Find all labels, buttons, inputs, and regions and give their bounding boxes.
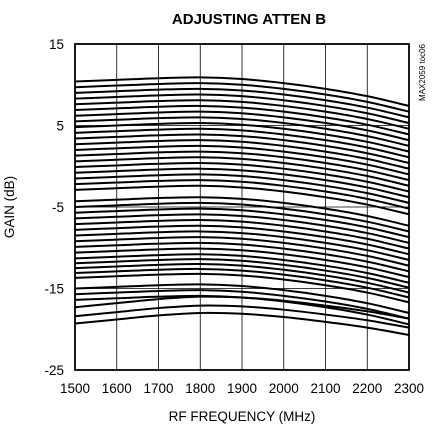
x-tick-label: 2000 — [269, 381, 299, 396]
gain-curves — [74, 76, 410, 336]
gain-curve-33 — [74, 263, 410, 294]
gain-curve-6 — [74, 104, 410, 136]
gain-curve-13 — [74, 144, 410, 176]
gain-curve-34 — [74, 267, 410, 299]
y-tick-label: 5 — [56, 119, 64, 134]
x-tick-label: 2300 — [394, 381, 424, 396]
x-tick-label: 1800 — [185, 381, 215, 396]
gain-curve-2 — [74, 82, 410, 113]
grid-lines — [75, 44, 409, 370]
plot-frame — [74, 43, 410, 371]
gain-curve-19 — [74, 179, 410, 210]
chart-title: ADJUSTING ATTEN B — [172, 11, 326, 28]
gain-curve-8 — [74, 116, 410, 147]
x-tick-label: 2100 — [310, 381, 340, 396]
y-tick-label: -5 — [52, 200, 64, 215]
gain-curve-31 — [74, 253, 410, 284]
gain-curve-9 — [74, 122, 410, 153]
gain-curve-37 — [74, 289, 410, 320]
x-tick-label: 2200 — [352, 381, 382, 396]
gain-curve-11 — [74, 133, 410, 164]
gain-curve-28 — [74, 236, 410, 267]
gain-curve-3 — [74, 87, 410, 119]
gain-curve-10 — [74, 127, 410, 159]
gain-curve-36 — [74, 283, 410, 314]
y-tick-label: 15 — [49, 37, 64, 52]
gain-curve-24 — [74, 213, 410, 244]
gain-curve-4 — [74, 93, 410, 125]
gain-curve-22 — [74, 201, 410, 233]
gain-curve-26 — [74, 224, 410, 256]
gain-curve-29 — [74, 241, 410, 273]
gain-curve-16 — [74, 161, 410, 193]
gain-curve-7 — [74, 110, 410, 142]
gain-curve-21 — [74, 196, 410, 227]
gain-curve-23 — [74, 207, 410, 239]
gain-curve-32 — [74, 258, 410, 289]
x-tick-label: 1600 — [102, 381, 132, 396]
gain-curve-39 — [74, 295, 410, 320]
gain-curve-14 — [74, 150, 410, 182]
x-tick-labels: 1500 1600 1700 1800 1900 2000 2100 2200 2300 — [60, 381, 424, 396]
figure-code: MAX2059 toc06 — [418, 43, 427, 100]
y-tick-labels: 15 5 -5 -15 -25 — [44, 37, 64, 378]
y-axis-label: GAIN (dB) — [2, 176, 17, 238]
gain-curve-20 — [74, 184, 410, 216]
gain-curve-27 — [74, 230, 410, 261]
x-tick-label: 1500 — [60, 381, 90, 396]
x-tick-label: 1900 — [227, 381, 257, 396]
y-tick-label: -15 — [44, 282, 64, 297]
y-tick-label: -25 — [44, 363, 64, 378]
gain-curve-18 — [74, 173, 410, 204]
gain-curve-12 — [74, 139, 410, 170]
gain-curve-30 — [74, 247, 410, 279]
x-axis-label: RF FREQUENCY (MHz) — [169, 409, 316, 424]
gain-curve-35 — [74, 272, 410, 304]
gain-curve-5 — [74, 99, 410, 130]
gain-curve-41 — [74, 311, 410, 336]
gain-curve-1 — [74, 76, 410, 107]
gain-curve-17 — [74, 167, 410, 199]
gain-curve-15 — [74, 156, 410, 187]
gain-curve-40 — [74, 304, 410, 329]
x-tick-label: 1700 — [143, 381, 173, 396]
gain-curve-25 — [74, 219, 410, 250]
